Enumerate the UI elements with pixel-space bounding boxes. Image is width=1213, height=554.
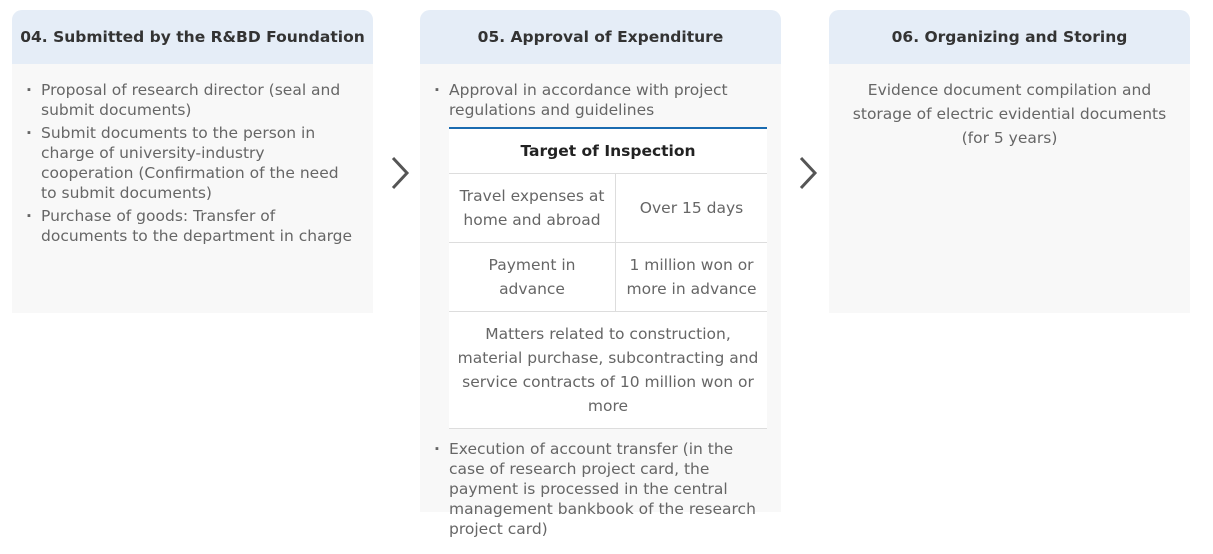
chevron-right-icon xyxy=(799,156,818,190)
list-item: Approval in accordance with project regu… xyxy=(434,80,765,120)
step-text: Evidence document compilation and storag… xyxy=(852,81,1167,123)
chevron-right-icon xyxy=(391,156,410,190)
table-cell: Travel expenses at home and abroad xyxy=(449,173,616,243)
step-title: 04. Submitted by the R&BD Foundation xyxy=(12,10,373,64)
step-card-04: 04. Submitted by the R&BD Foundation Pro… xyxy=(12,10,373,313)
step-title: 06. Organizing and Storing xyxy=(829,10,1190,64)
list-item: Submit documents to the person in charge… xyxy=(26,123,357,203)
table-cell: 1 million won or more in advance xyxy=(615,242,767,312)
inspection-table: Target of Inspection Travel expenses at … xyxy=(449,127,767,429)
table-row: Travel expenses at home and abroad Over 1… xyxy=(449,173,767,243)
list-item: Purchase of goods: Transfer of documents… xyxy=(26,206,357,246)
table-row: Matters related to construction, materia… xyxy=(449,311,767,429)
list-item: Execution of account transfer (in the ca… xyxy=(434,439,765,539)
step-note: (for 5 years) xyxy=(961,129,1058,147)
step-card-06: 06. Organizing and Storing Evidence docu… xyxy=(829,10,1190,313)
table-cell: Over 15 days xyxy=(615,173,767,243)
table-header: Target of Inspection xyxy=(449,128,767,174)
list-item: Proposal of research director (seal and … xyxy=(26,80,357,120)
table-row: Payment in advance 1 million won or more … xyxy=(449,242,767,312)
step-title: 05. Approval of Expenditure xyxy=(420,10,781,64)
table-cell: Payment in advance xyxy=(449,242,616,312)
step-card-05: 05. Approval of Expenditure Approval in … xyxy=(420,10,781,538)
table-cell: Matters related to construction, materia… xyxy=(449,311,767,429)
